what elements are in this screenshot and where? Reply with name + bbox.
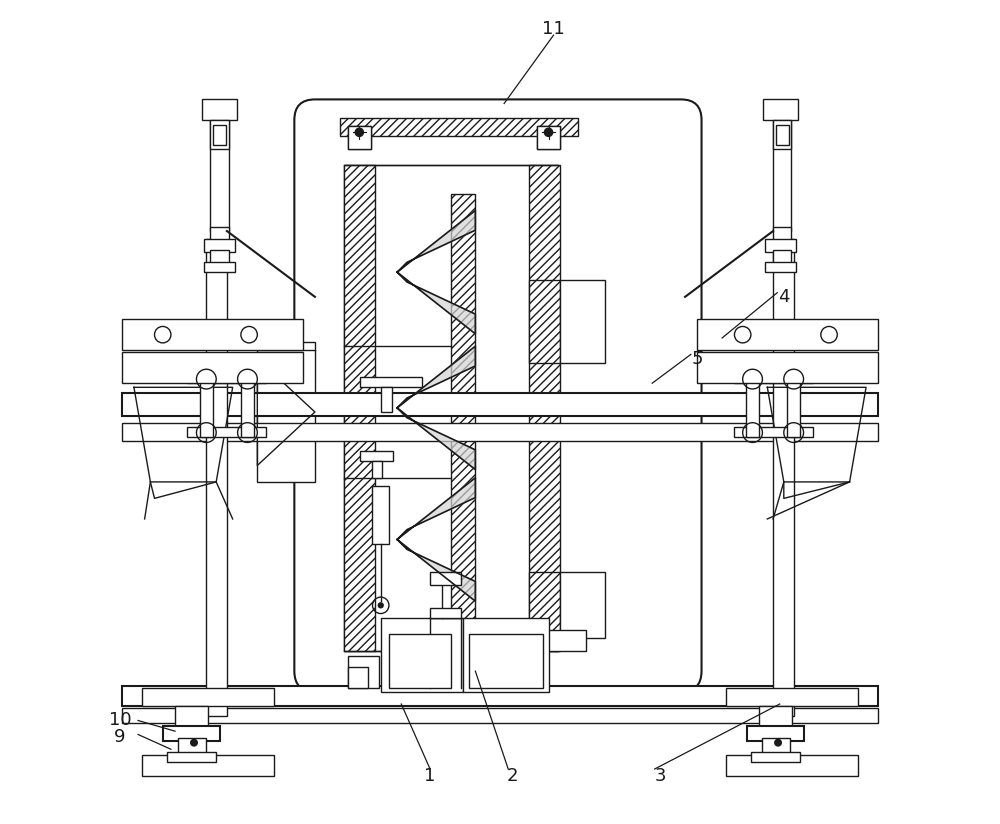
Bar xyxy=(759,706,792,728)
Bar xyxy=(560,280,605,363)
Bar xyxy=(529,280,560,363)
Circle shape xyxy=(378,603,383,608)
Bar xyxy=(241,375,254,437)
Polygon shape xyxy=(397,346,475,408)
Bar xyxy=(187,427,266,437)
Bar xyxy=(210,250,229,268)
Polygon shape xyxy=(397,210,475,272)
Bar xyxy=(372,486,389,544)
Bar xyxy=(469,634,543,687)
Bar xyxy=(773,112,791,231)
Text: 4: 4 xyxy=(778,288,790,306)
Bar xyxy=(773,120,791,149)
Polygon shape xyxy=(134,387,233,482)
Bar xyxy=(389,634,451,687)
Bar xyxy=(372,461,382,478)
Bar xyxy=(348,126,371,149)
Bar xyxy=(734,373,813,383)
Bar xyxy=(257,342,315,482)
Bar xyxy=(451,194,475,639)
Bar xyxy=(463,618,549,691)
Text: 2: 2 xyxy=(507,766,518,784)
Bar xyxy=(360,452,393,461)
Bar xyxy=(430,573,461,585)
Circle shape xyxy=(544,129,553,137)
Text: 3: 3 xyxy=(655,766,666,784)
Bar xyxy=(122,708,878,723)
Bar xyxy=(360,377,422,387)
Bar xyxy=(175,706,208,728)
Bar xyxy=(560,573,605,639)
Bar xyxy=(726,688,858,706)
Polygon shape xyxy=(257,358,315,466)
Bar xyxy=(773,239,794,716)
Circle shape xyxy=(355,129,363,137)
Bar xyxy=(773,250,791,268)
Polygon shape xyxy=(397,540,475,602)
Text: 9: 9 xyxy=(114,728,126,746)
Bar xyxy=(210,120,229,149)
Bar xyxy=(773,227,791,247)
Bar xyxy=(697,319,878,350)
Bar xyxy=(340,119,578,137)
Bar xyxy=(142,755,274,775)
Text: 5: 5 xyxy=(692,349,703,368)
Bar xyxy=(178,737,206,756)
Bar xyxy=(348,667,368,687)
Bar xyxy=(762,737,790,756)
Bar xyxy=(765,262,796,272)
Bar xyxy=(163,726,220,741)
Bar xyxy=(430,608,461,618)
Bar xyxy=(529,166,560,651)
Bar xyxy=(204,239,235,251)
Polygon shape xyxy=(397,272,475,334)
Bar xyxy=(537,126,560,149)
Bar xyxy=(747,726,804,741)
Bar xyxy=(348,656,379,687)
Polygon shape xyxy=(397,408,475,470)
Text: 1: 1 xyxy=(424,766,436,784)
Bar xyxy=(344,166,558,651)
Bar xyxy=(204,262,235,272)
Bar xyxy=(746,375,759,437)
Bar xyxy=(763,100,798,120)
Bar xyxy=(210,227,229,247)
Bar xyxy=(122,319,303,350)
Polygon shape xyxy=(397,478,475,540)
Bar xyxy=(122,393,878,416)
Bar xyxy=(206,239,227,716)
Circle shape xyxy=(775,739,781,746)
Bar xyxy=(344,166,375,651)
Text: 10: 10 xyxy=(109,711,131,729)
Bar xyxy=(348,126,371,149)
Bar xyxy=(142,688,274,706)
Bar xyxy=(537,126,560,149)
Circle shape xyxy=(191,739,197,746)
Bar xyxy=(726,755,858,775)
Bar xyxy=(697,352,878,383)
Bar xyxy=(529,573,560,639)
Bar xyxy=(122,686,878,706)
Bar xyxy=(734,427,813,437)
Bar xyxy=(213,125,226,145)
Bar xyxy=(200,375,213,437)
Bar xyxy=(776,125,789,145)
Bar xyxy=(765,239,796,251)
Bar xyxy=(381,618,463,691)
Text: 11: 11 xyxy=(542,21,565,39)
Bar xyxy=(187,373,266,383)
Bar xyxy=(787,375,800,437)
Bar xyxy=(381,387,392,412)
Bar xyxy=(210,112,229,231)
Bar xyxy=(122,423,878,441)
Bar xyxy=(202,100,237,120)
Bar xyxy=(751,751,800,761)
Bar xyxy=(525,630,586,651)
FancyBboxPatch shape xyxy=(294,100,702,691)
Polygon shape xyxy=(767,387,866,482)
Bar xyxy=(167,751,216,761)
Bar xyxy=(122,352,303,383)
